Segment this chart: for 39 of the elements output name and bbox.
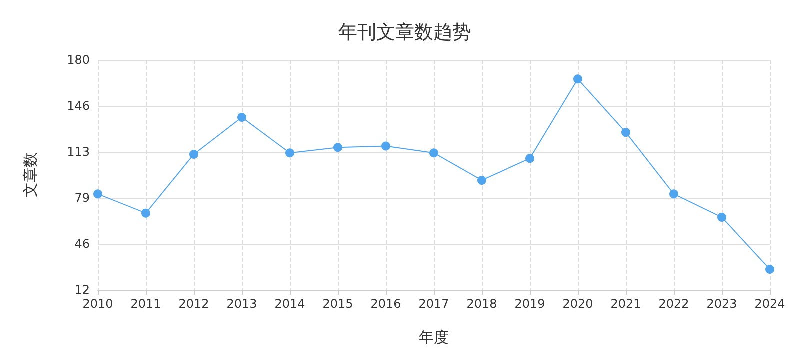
x-tick-label: 2011 [130, 297, 162, 311]
x-tick-label: 2010 [82, 297, 114, 311]
y-axis-title: 文章数 [22, 152, 40, 198]
point [334, 143, 342, 152]
x-tick-label: 2019 [514, 297, 546, 311]
x-tick-label: 2021 [610, 297, 642, 311]
x-tick-label: 2017 [418, 297, 450, 311]
chart-title: 年刊文章数趋势 [338, 22, 472, 44]
point [478, 176, 486, 185]
point [286, 148, 294, 158]
x-tick-label: 2015 [322, 297, 354, 311]
point [238, 113, 246, 122]
x-tick-label: 2024 [754, 297, 786, 311]
y-tick-label: 79 [74, 191, 90, 205]
y-tick-label: 113 [67, 145, 90, 159]
point [622, 128, 630, 138]
point [190, 150, 198, 159]
point [526, 154, 534, 164]
point [766, 264, 774, 274]
x-tick-label: 2018 [466, 297, 498, 311]
point [670, 190, 678, 199]
x-tick-label: 2016 [370, 297, 402, 311]
x-tick-label: 2022 [658, 297, 690, 311]
point [430, 148, 438, 158]
point [142, 208, 150, 218]
x-tick-label: 2020 [562, 297, 594, 311]
x-tick-label: 2023 [706, 297, 738, 311]
y-tick-label: 180 [67, 53, 90, 67]
y-tick-label: 12 [74, 283, 90, 297]
point [94, 190, 102, 199]
x-tick-label: 2013 [226, 297, 258, 311]
x-tick-label: 2012 [178, 297, 210, 311]
point [574, 74, 582, 84]
point [382, 142, 390, 151]
x-tick-label: 2014 [274, 297, 306, 311]
y-tick-label: 146 [67, 99, 90, 113]
y-tick-label: 46 [74, 237, 90, 251]
point [718, 212, 726, 222]
x-axis-title: 年度 [419, 328, 449, 346]
